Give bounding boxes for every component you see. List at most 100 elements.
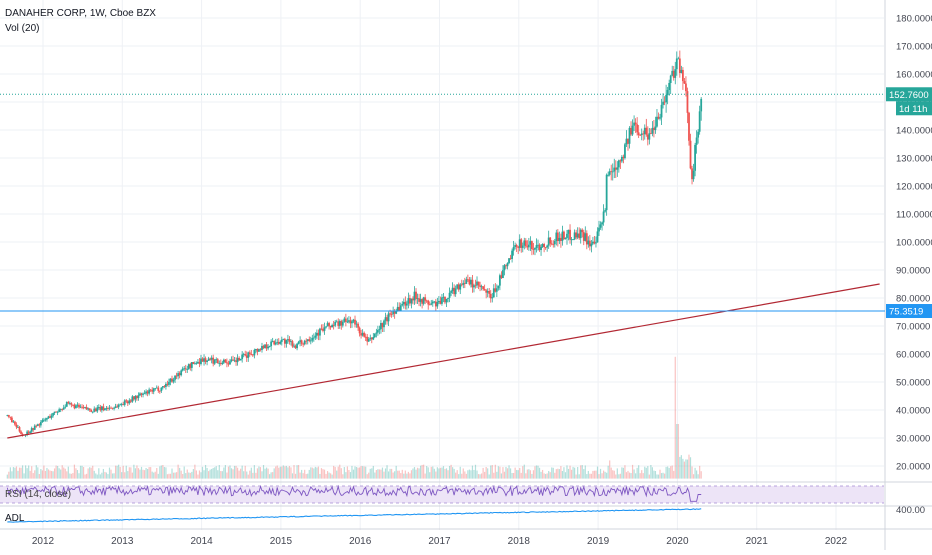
candle-body	[276, 341, 279, 343]
volume-bar	[148, 467, 150, 479]
volume-bar	[476, 470, 478, 479]
candle-body	[39, 422, 42, 426]
candle-body	[306, 339, 309, 341]
volume-bar	[487, 468, 489, 479]
volume-bar	[673, 470, 675, 479]
candle-body	[300, 340, 303, 344]
candle-body	[38, 424, 41, 426]
volume-bar	[87, 468, 89, 479]
candle-body	[680, 69, 683, 74]
candle-body	[341, 321, 344, 326]
volume-bar	[145, 467, 147, 479]
candle-body	[78, 404, 80, 408]
volume-bar	[650, 464, 652, 479]
volume-bar	[294, 473, 297, 479]
candle-body	[651, 127, 654, 134]
candle-body	[428, 304, 431, 306]
volume-bar	[311, 467, 313, 479]
rsi-legend[interactable]: RSI (14, close)	[5, 489, 72, 500]
candle-body	[30, 428, 33, 432]
volume-bar	[142, 469, 144, 479]
volume-bar	[93, 470, 95, 479]
volume-bar	[532, 470, 535, 479]
volume-bar	[577, 467, 579, 479]
candle-body	[376, 330, 379, 333]
candle-body	[453, 287, 456, 295]
volume-bar	[133, 464, 135, 479]
candle-body	[43, 419, 45, 421]
volume-bar	[269, 474, 271, 479]
candle-body	[471, 279, 474, 288]
volume-bar	[49, 470, 51, 479]
volume-bar	[124, 472, 126, 479]
volume-bar	[6, 474, 8, 479]
volume-bar	[688, 454, 690, 479]
symbol-legend[interactable]: DANAHER CORP, 1W, Cboe BZX	[5, 8, 156, 19]
candle-body	[442, 296, 445, 298]
horizontal-level-tag-text: 75.3519	[889, 307, 923, 318]
candle-body	[253, 349, 256, 356]
volume-bar	[415, 469, 417, 479]
volume-bar	[635, 473, 637, 479]
volume-bar	[602, 470, 605, 479]
volume-bar	[244, 465, 246, 479]
volume-bar	[657, 474, 660, 479]
adl-legend[interactable]: ADL	[5, 513, 25, 524]
candle-body	[62, 407, 65, 410]
volume-bar	[535, 465, 538, 479]
volume-bar	[613, 470, 615, 479]
candle-body	[33, 425, 36, 430]
candle-body	[20, 431, 22, 434]
volume-bar	[233, 465, 236, 479]
candle-body	[197, 361, 199, 364]
candle-body	[210, 357, 213, 360]
volume-bar	[153, 472, 155, 479]
candle-body	[386, 317, 388, 322]
volume-bar	[386, 465, 388, 479]
volume-bar	[659, 469, 661, 479]
y-tick-label: 40.0000	[896, 406, 930, 417]
volume-bar	[441, 467, 443, 479]
candle-body	[131, 396, 134, 402]
candle-body	[607, 174, 610, 176]
volume-bar	[545, 474, 547, 479]
volume-bar	[340, 468, 342, 479]
volume-bar	[599, 468, 602, 479]
volume-bar	[217, 470, 219, 479]
volume-bar	[235, 465, 237, 479]
candle-body	[68, 403, 71, 405]
volume-bar	[470, 470, 472, 479]
candle-body	[142, 393, 144, 395]
volume-bar	[275, 466, 277, 479]
volume-bar	[276, 465, 278, 479]
candle-body	[532, 248, 535, 250]
volume-bar	[416, 467, 419, 479]
candle-body	[137, 395, 140, 399]
candle-body	[437, 300, 440, 303]
y-tick-label: 120.0000	[896, 182, 932, 193]
candle-body	[569, 229, 571, 240]
volume-bar	[676, 424, 678, 479]
candle-body	[283, 338, 286, 344]
volume-bar	[381, 467, 384, 479]
volume-bar	[680, 455, 682, 479]
volume-bar	[66, 471, 68, 479]
candle-body	[110, 407, 112, 409]
candle-body	[521, 245, 524, 248]
candle-body	[498, 275, 501, 286]
volume-bar	[41, 470, 43, 479]
volume-bar	[159, 466, 161, 479]
candle-body	[653, 127, 655, 131]
volume-bar	[12, 467, 15, 479]
candle-body	[662, 101, 664, 105]
candle-body	[566, 233, 568, 238]
volume-bar	[352, 469, 355, 479]
volume-legend[interactable]: Vol (20)	[5, 23, 40, 34]
volume-bar	[162, 465, 164, 479]
candle-body	[331, 325, 334, 328]
candle-body	[494, 288, 497, 292]
volume-bar	[450, 464, 452, 479]
candle-body	[486, 291, 489, 293]
